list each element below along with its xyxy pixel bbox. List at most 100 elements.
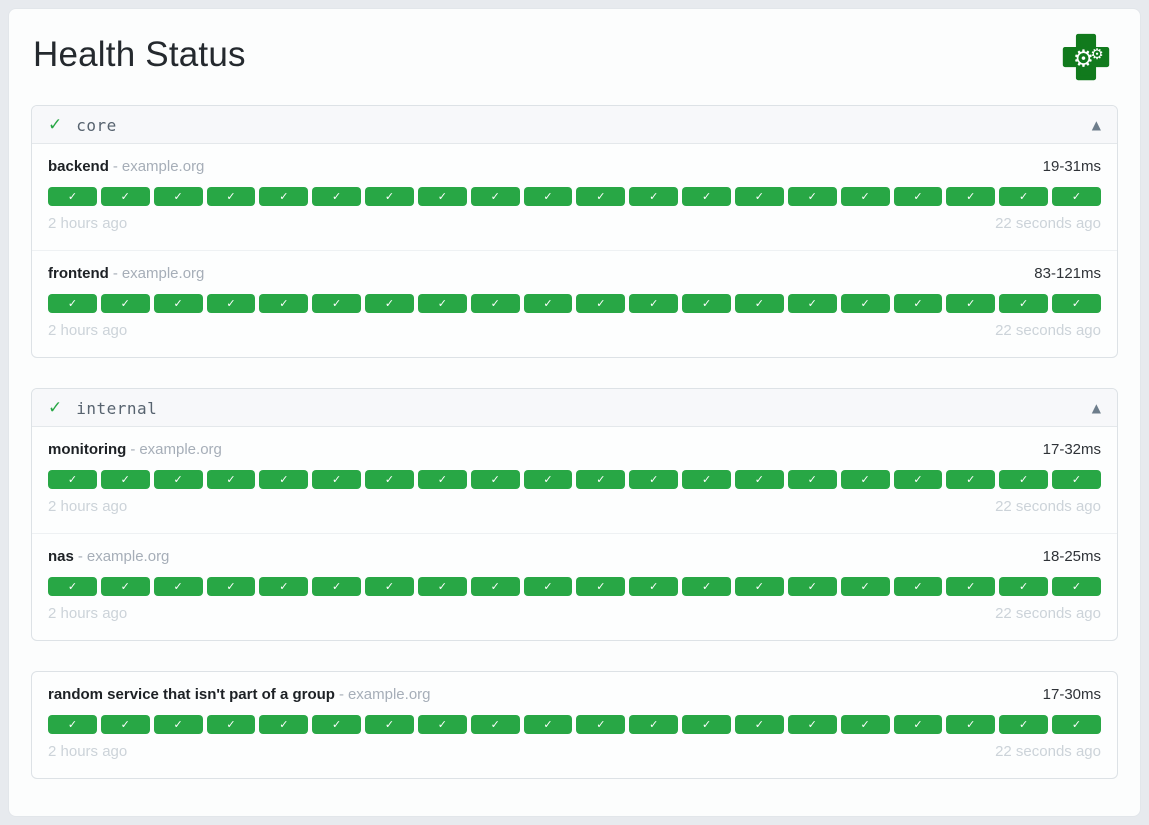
status-up-segment[interactable]: ✓ (206, 577, 256, 596)
status-up-segment[interactable]: ✓ (629, 294, 679, 313)
status-up-segment[interactable]: ✓ (893, 187, 943, 206)
status-up-segment[interactable]: ✓ (576, 187, 626, 206)
status-up-segment[interactable]: ✓ (100, 577, 150, 596)
status-up-segment[interactable]: ✓ (365, 470, 414, 489)
status-up-segment[interactable]: ✓ (523, 470, 573, 489)
status-up-segment[interactable]: ✓ (629, 577, 679, 596)
status-up-segment[interactable]: ✓ (946, 470, 996, 489)
status-up-segment[interactable]: ✓ (100, 294, 150, 313)
status-up-segment[interactable]: ✓ (153, 187, 203, 206)
status-up-segment[interactable]: ✓ (259, 187, 309, 206)
status-up-segment[interactable]: ✓ (206, 294, 256, 313)
status-up-segment[interactable]: ✓ (682, 187, 731, 206)
status-up-segment[interactable]: ✓ (48, 577, 97, 596)
status-up-segment[interactable]: ✓ (840, 294, 890, 313)
status-up-segment[interactable]: ✓ (523, 294, 573, 313)
status-up-segment[interactable]: ✓ (999, 715, 1049, 734)
status-up-segment[interactable]: ✓ (523, 187, 573, 206)
status-up-segment[interactable]: ✓ (576, 470, 626, 489)
status-up-segment[interactable]: ✓ (734, 715, 784, 734)
endpoint-name-link[interactable]: monitoring (48, 441, 127, 458)
status-up-segment[interactable]: ✓ (417, 294, 467, 313)
status-up-segment[interactable]: ✓ (523, 715, 573, 734)
status-up-segment[interactable]: ✓ (153, 577, 203, 596)
status-up-segment[interactable]: ✓ (48, 187, 97, 206)
status-up-segment[interactable]: ✓ (100, 187, 150, 206)
endpoint-name-link[interactable]: nas (48, 548, 74, 565)
health-cross-gears-icon[interactable]: ⚙ ⚙ (1058, 29, 1114, 85)
status-up-segment[interactable]: ✓ (206, 187, 256, 206)
status-up-segment[interactable]: ✓ (153, 294, 203, 313)
status-up-segment[interactable]: ✓ (523, 577, 573, 596)
status-up-segment[interactable]: ✓ (682, 470, 731, 489)
endpoint-name-link[interactable]: frontend (48, 265, 109, 282)
status-up-segment[interactable]: ✓ (999, 470, 1049, 489)
status-up-segment[interactable]: ✓ (417, 470, 467, 489)
status-up-segment[interactable]: ✓ (946, 294, 996, 313)
status-up-segment[interactable]: ✓ (365, 187, 414, 206)
status-up-segment[interactable]: ✓ (946, 187, 996, 206)
status-up-segment[interactable]: ✓ (840, 187, 890, 206)
status-up-segment[interactable]: ✓ (100, 715, 150, 734)
status-up-segment[interactable]: ✓ (100, 470, 150, 489)
status-up-segment[interactable]: ✓ (576, 294, 626, 313)
status-up-segment[interactable]: ✓ (1052, 294, 1101, 313)
status-up-segment[interactable]: ✓ (840, 470, 890, 489)
status-up-segment[interactable]: ✓ (1052, 715, 1101, 734)
status-up-segment[interactable]: ✓ (893, 577, 943, 596)
status-up-segment[interactable]: ✓ (153, 470, 203, 489)
status-up-segment[interactable]: ✓ (470, 715, 520, 734)
status-up-segment[interactable]: ✓ (153, 715, 203, 734)
status-up-segment[interactable]: ✓ (312, 187, 362, 206)
status-up-segment[interactable]: ✓ (1052, 577, 1101, 596)
status-up-segment[interactable]: ✓ (312, 715, 362, 734)
status-up-segment[interactable]: ✓ (893, 294, 943, 313)
status-up-segment[interactable]: ✓ (417, 187, 467, 206)
status-up-segment[interactable]: ✓ (787, 577, 837, 596)
status-up-segment[interactable]: ✓ (576, 577, 626, 596)
status-up-segment[interactable]: ✓ (259, 470, 309, 489)
status-up-segment[interactable]: ✓ (999, 294, 1049, 313)
status-up-segment[interactable]: ✓ (682, 577, 731, 596)
status-up-segment[interactable]: ✓ (1052, 187, 1101, 206)
collapse-triangle-icon[interactable]: ▲ (1091, 401, 1101, 415)
status-up-segment[interactable]: ✓ (259, 715, 309, 734)
status-up-segment[interactable]: ✓ (48, 715, 97, 734)
status-up-segment[interactable]: ✓ (893, 715, 943, 734)
status-up-segment[interactable]: ✓ (470, 294, 520, 313)
status-up-segment[interactable]: ✓ (470, 577, 520, 596)
group-header-core[interactable]: ✓ core ▲ (32, 106, 1117, 144)
status-up-segment[interactable]: ✓ (893, 470, 943, 489)
status-up-segment[interactable]: ✓ (787, 187, 837, 206)
status-up-segment[interactable]: ✓ (946, 577, 996, 596)
status-up-segment[interactable]: ✓ (629, 470, 679, 489)
status-up-segment[interactable]: ✓ (629, 715, 679, 734)
status-up-segment[interactable]: ✓ (734, 470, 784, 489)
status-up-segment[interactable]: ✓ (259, 294, 309, 313)
status-up-segment[interactable]: ✓ (417, 577, 467, 596)
status-up-segment[interactable]: ✓ (576, 715, 626, 734)
status-up-segment[interactable]: ✓ (470, 187, 520, 206)
status-up-segment[interactable]: ✓ (999, 187, 1049, 206)
status-up-segment[interactable]: ✓ (312, 470, 362, 489)
status-up-segment[interactable]: ✓ (206, 715, 256, 734)
status-up-segment[interactable]: ✓ (682, 715, 731, 734)
status-up-segment[interactable]: ✓ (999, 577, 1049, 596)
status-up-segment[interactable]: ✓ (365, 715, 414, 734)
status-up-segment[interactable]: ✓ (48, 294, 97, 313)
endpoint-name-link[interactable]: random service that isn't part of a grou… (48, 686, 335, 703)
status-up-segment[interactable]: ✓ (734, 294, 784, 313)
group-header-internal[interactable]: ✓ internal ▲ (32, 389, 1117, 427)
status-up-segment[interactable]: ✓ (365, 577, 414, 596)
status-up-segment[interactable]: ✓ (787, 470, 837, 489)
status-up-segment[interactable]: ✓ (470, 470, 520, 489)
collapse-triangle-icon[interactable]: ▲ (1091, 118, 1101, 132)
status-up-segment[interactable]: ✓ (259, 577, 309, 596)
status-up-segment[interactable]: ✓ (734, 187, 784, 206)
status-up-segment[interactable]: ✓ (840, 715, 890, 734)
status-up-segment[interactable]: ✓ (417, 715, 467, 734)
endpoint-name-link[interactable]: backend (48, 158, 109, 175)
status-up-segment[interactable]: ✓ (365, 294, 414, 313)
status-up-segment[interactable]: ✓ (312, 294, 362, 313)
status-up-segment[interactable]: ✓ (48, 470, 97, 489)
